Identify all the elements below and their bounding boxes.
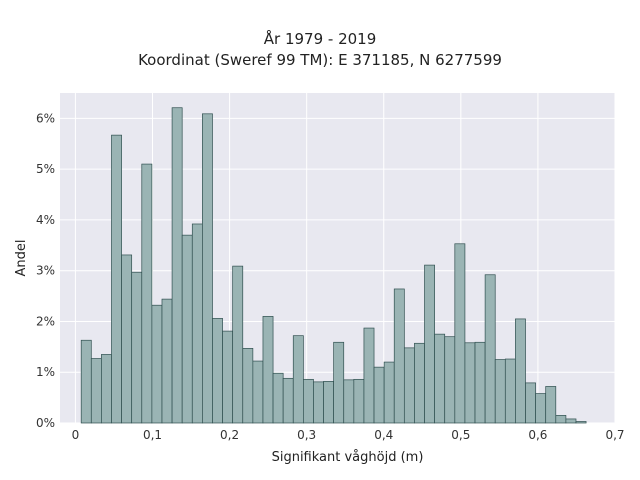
histogram-bar: [191, 223, 203, 424]
histogram-bar: [474, 341, 486, 424]
histogram-bar: [303, 378, 314, 424]
histogram-bar: [232, 265, 244, 424]
histogram-bar: [393, 288, 405, 424]
y-tick-label: 4%: [36, 213, 55, 227]
chart-title-line-1: År 1979 - 2019: [263, 30, 377, 48]
y-tick-label: 6%: [36, 111, 55, 125]
histogram-bar: [161, 298, 173, 424]
x-tick-label: 0,4: [374, 428, 393, 442]
histogram-bar: [222, 330, 234, 424]
histogram-bar: [414, 342, 425, 424]
x-tick-label: 0: [72, 428, 80, 442]
histogram-bar: [292, 335, 304, 424]
histogram-bar: [262, 316, 274, 424]
histogram-bar: [272, 372, 284, 424]
y-tick-label: 3%: [36, 264, 55, 278]
histogram-bar: [181, 234, 193, 424]
x-axis-label: Signifikant våghöjd (m): [272, 450, 424, 465]
histogram-bar: [504, 358, 516, 424]
histogram-bar: [434, 333, 446, 424]
x-tick-label: 0,7: [605, 428, 624, 442]
histogram-bar: [363, 327, 375, 424]
histogram-bar: [424, 264, 435, 424]
histogram-bar: [454, 243, 466, 424]
histogram-bar: [212, 318, 223, 424]
y-tick-label: 2%: [36, 314, 55, 328]
histogram-bar: [535, 393, 547, 424]
histogram-bar: [323, 381, 334, 424]
histogram-bar: [444, 336, 456, 424]
histogram-bar: [373, 366, 385, 424]
x-tick-label: 0,2: [220, 428, 239, 442]
x-tick-label: 0,6: [528, 428, 547, 442]
histogram-bar: [525, 382, 536, 424]
histogram-bar: [131, 271, 143, 424]
histogram-bar: [141, 163, 153, 424]
histogram-bar: [484, 274, 496, 424]
histogram-bar: [545, 386, 557, 424]
histogram-bar: [383, 361, 395, 424]
histogram-bar: [565, 418, 577, 424]
histogram-bar: [353, 378, 365, 424]
histogram-bar: [494, 359, 506, 424]
histogram-bar: [575, 421, 587, 424]
histogram-bar: [80, 339, 92, 424]
y-tick-label: 1%: [36, 365, 55, 379]
y-tick-label: 0%: [36, 416, 55, 430]
histogram-bar: [403, 347, 415, 424]
histogram-bar: [111, 134, 122, 424]
histogram-bar: [252, 360, 264, 424]
y-tick-label: 5%: [36, 162, 55, 176]
histogram-bar: [313, 381, 324, 424]
x-tick-label: 0,3: [297, 428, 316, 442]
histogram-bar: [202, 113, 213, 424]
histogram-bar: [121, 254, 133, 424]
x-tick-label: 0,1: [143, 428, 162, 442]
chart-title-line-2: Koordinat (Sweref 99 TM): E 371185, N 62…: [138, 51, 502, 69]
histogram-bar: [555, 415, 567, 424]
x-tick-label: 0,5: [451, 428, 470, 442]
histogram-bar: [282, 377, 294, 424]
histogram-bar: [151, 304, 163, 424]
y-axis-label: Andel: [14, 240, 29, 277]
histogram-bar: [101, 354, 112, 424]
histogram-bar: [333, 341, 345, 424]
histogram-bar: [90, 358, 102, 424]
histogram-bar: [171, 107, 183, 424]
histogram-bar: [343, 379, 355, 424]
histogram-bar: [242, 348, 254, 424]
histogram-bar: [515, 318, 526, 424]
histogram-bar: [464, 342, 476, 424]
